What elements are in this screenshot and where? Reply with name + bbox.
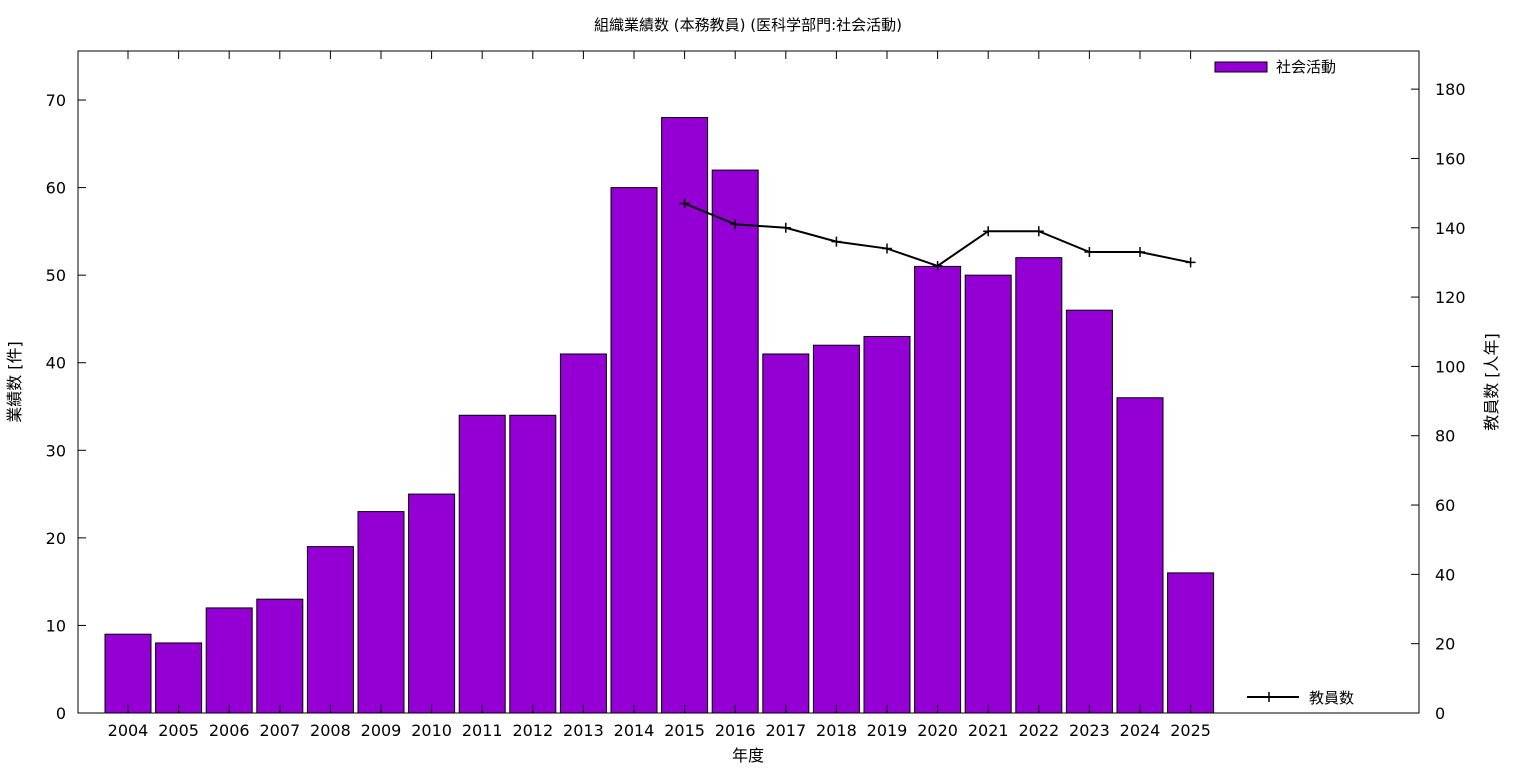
bar-2018 [812,344,860,714]
y2tick-label-160: 160 [1435,149,1466,168]
legend-bar-swatch [1214,61,1268,73]
xtick-label-2020: 2020 [917,721,958,740]
y2tick-label-40: 40 [1435,565,1455,584]
ytick-label-50: 50 [46,266,66,285]
bar-2009 [357,511,405,714]
point-2019 [882,243,892,254]
xtick-label-2015: 2015 [664,721,705,740]
ytick-label-40: 40 [46,354,66,373]
xtick-label-2005: 2005 [158,721,199,740]
legend-line: 教員数 [1247,689,1354,707]
bar-2015 [661,117,709,714]
bar-2016 [711,169,759,714]
point-2016 [730,219,741,230]
chart-title: 組織業績数 (本務教員) (医科学部門:社会活動) [594,16,902,34]
bar-2025 [1167,572,1215,714]
point-2017 [780,222,791,233]
bars-layer [104,117,1215,714]
ytick-label-70: 70 [46,91,66,110]
y2-axis-label: 教員数 [人年] [1482,333,1501,431]
xtick-label-2007: 2007 [259,721,300,740]
y-axis-label: 業績数 [件] [5,341,24,423]
bar-2011 [458,414,506,714]
ytick-label-20: 20 [46,529,66,548]
y2tick-label-20: 20 [1435,635,1455,654]
bar-2004 [104,633,152,714]
point-2018 [831,236,842,247]
point-2024 [1135,247,1145,258]
xtick-label-2019: 2019 [867,721,908,740]
point-2020 [932,260,943,271]
xtick-label-2013: 2013 [563,721,604,740]
xtick-label-2016: 2016 [715,721,756,740]
bar-2019 [863,335,911,714]
y2tick-label-120: 120 [1435,288,1466,307]
y2tick-label-180: 180 [1435,80,1466,99]
x-axis-label: 年度 [732,746,764,765]
bar-2022 [1015,257,1063,714]
legend-bar: 社会活動 [1214,58,1336,76]
ytick-label-0: 0 [56,704,66,723]
xtick-label-2025: 2025 [1170,721,1211,740]
xtick-label-2006: 2006 [209,721,250,740]
bar-2023 [1065,309,1113,714]
bar-2006 [205,607,253,714]
ticks-layer: 0 10 20 30 40 50 60 70 0 20 40 60 80 100 120 140 160 180 2… [46,51,1466,740]
xtick-label-2004: 2004 [108,721,149,740]
bar-2014 [610,187,658,714]
ytick-label-60: 60 [46,179,66,198]
point-2015 [679,198,690,209]
bar-2010 [408,493,456,714]
xtick-label-2012: 2012 [512,721,553,740]
point-2023 [1084,247,1095,258]
xtick-label-2022: 2022 [1018,721,1059,740]
legend-bar-label: 社会活動 [1276,58,1336,76]
bar-2012 [509,414,557,714]
bar-2020 [914,265,962,714]
y2tick-label-140: 140 [1435,219,1466,238]
y2tick-label-60: 60 [1435,496,1455,515]
legend-line-marker [1264,692,1274,702]
xtick-label-2011: 2011 [462,721,503,740]
xtick-label-2010: 2010 [411,721,452,740]
bar-2021 [964,274,1012,714]
y2tick-label-100: 100 [1435,357,1466,376]
bar-2007 [256,598,304,714]
ytick-label-10: 10 [46,616,66,635]
point-2021 [983,226,994,237]
bar-2013 [559,353,607,714]
xtick-label-2014: 2014 [614,721,655,740]
xtick-label-2017: 2017 [765,721,806,740]
ytick-label-30: 30 [46,441,66,460]
bar-2017 [762,353,810,714]
point-2022 [1033,226,1044,237]
plot-frame [77,50,1420,714]
xtick-label-2008: 2008 [310,721,351,740]
legend-line-label: 教員数 [1309,689,1354,707]
bar-2024 [1116,397,1164,714]
xtick-label-2009: 2009 [361,721,402,740]
line-教員数 [684,202,1191,267]
xtick-label-2023: 2023 [1069,721,1110,740]
bar-2008 [306,546,354,714]
bar-2005 [155,642,203,714]
line-layer [679,198,1196,271]
y2tick-label-0: 0 [1435,704,1445,723]
y2tick-label-80: 80 [1435,427,1455,446]
point-2025 [1185,257,1196,268]
xtick-label-2018: 2018 [816,721,857,740]
xtick-label-2024: 2024 [1120,721,1161,740]
xtick-label-2021: 2021 [968,721,1009,740]
